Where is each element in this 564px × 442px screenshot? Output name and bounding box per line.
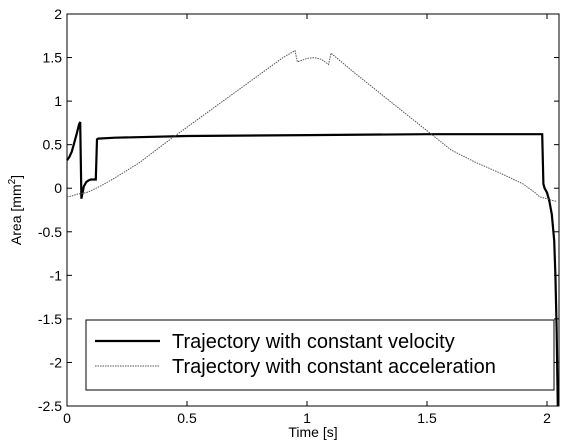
series-line-constant-velocity xyxy=(66,121,559,407)
series-layer xyxy=(66,49,559,407)
legend-box xyxy=(85,319,555,391)
x-axis-title: Time [s] xyxy=(288,424,337,440)
y-axis-title-main: Area [mm xyxy=(8,184,24,245)
legend-label-acceleration: Trajectory with constant acceleration xyxy=(172,356,496,378)
series-line-constant-acceleration xyxy=(66,49,557,202)
x-tick-label: 1.5 xyxy=(417,410,437,426)
y-tick-label: -1 xyxy=(50,267,63,283)
y-tick-label: 2 xyxy=(54,6,62,22)
x-tick-label: 0 xyxy=(63,410,71,426)
y-tick-label: 1.5 xyxy=(43,50,63,66)
y-axis-title: Area [mm2] xyxy=(7,175,24,245)
y-tick-label: 1 xyxy=(54,93,62,109)
y-tick-label: 0.5 xyxy=(43,137,63,153)
y-tick-label: -1.5 xyxy=(38,311,62,327)
y-tick-label: -0.5 xyxy=(38,224,62,240)
plot-area-box xyxy=(66,13,560,407)
y-axis-title-close: ] xyxy=(8,175,24,179)
y-tick-label: -2 xyxy=(50,354,63,370)
y-tick-label: -2.5 xyxy=(38,398,62,414)
x-tick-label: 0.5 xyxy=(177,410,197,426)
x-tick-label: 1 xyxy=(303,410,311,426)
plot-frame xyxy=(66,13,560,407)
y-axis-title-superscript: 2 xyxy=(7,178,18,184)
legend-label-velocity: Trajectory with constant velocity xyxy=(172,331,455,353)
y-tick-label: 0 xyxy=(54,180,62,196)
x-tick-label: 2 xyxy=(543,410,551,426)
legend: Trajectory with constant velocity Trajec… xyxy=(85,319,555,391)
y-axis-ticks: -2.5 -2 -1.5 -1 -0.5 0 0.5 1 1.5 2 xyxy=(38,6,559,414)
x-axis-ticks: 0 0.5 1 1.5 2 xyxy=(63,14,551,426)
